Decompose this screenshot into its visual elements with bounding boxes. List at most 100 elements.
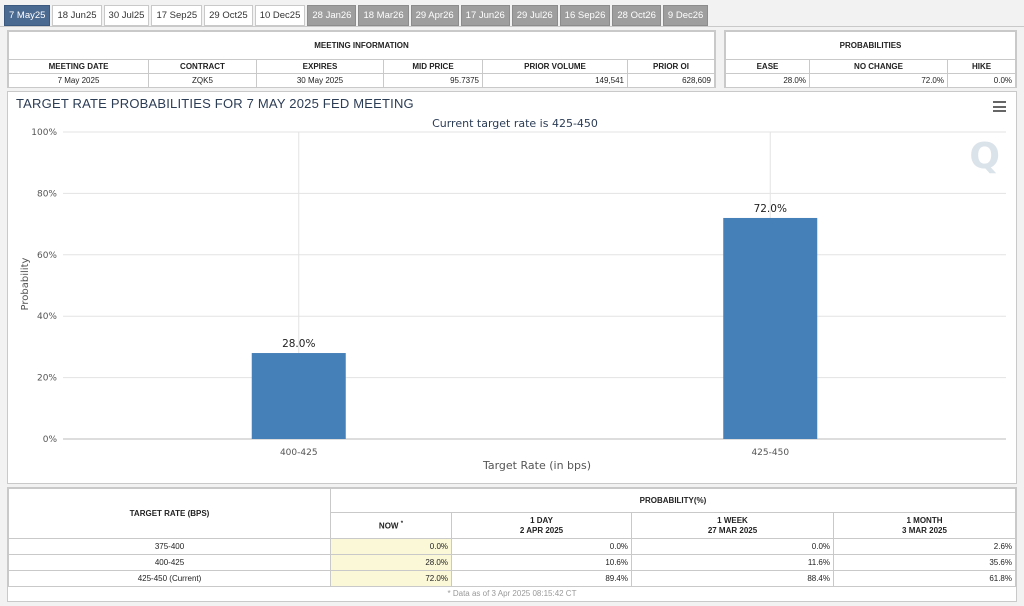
y-tick-label: 0% [43,435,58,445]
probabilities-panel: PROBABILITIES EASE NO CHANGE HIKE 28.0% … [724,30,1017,88]
expires-value: 30 May 2025 [256,73,384,88]
day-cell: 10.6% [451,554,632,571]
mid-price-value: 95.7375 [383,73,483,88]
week-cell: 88.4% [631,570,834,587]
tab-18-mar26[interactable]: 18 Mar26 [358,5,409,26]
table-row: 7 May 2025 ZQK5 30 May 2025 95.7375 149,… [8,73,715,88]
data-label: 28.0% [282,338,315,350]
tab-10-dec25[interactable]: 10 Dec25 [254,5,306,26]
rate-cell: 425-450 (Current) [8,570,331,587]
col-1-day-date: 2 APR 2025 [519,525,564,535]
tab-7-may25[interactable]: 7 May25 [4,5,51,26]
bar-425-450[interactable] [723,217,818,439]
col-1-week-label: 1 WEEK [717,515,748,525]
col-now: NOW * [330,512,452,539]
probability-history-table: TARGET RATE (BPS) PROBABILITY(%) NOW * 1… [8,488,1016,587]
bar-chart: Current target rate is 425-450 0% 20% 40% 6… [20,117,1006,472]
tabs-divider [0,26,1024,27]
day-cell: 0.0% [451,538,632,555]
tab-17-sep25[interactable]: 17 Sep25 [151,5,203,26]
table-row: 28.0% 72.0% 0.0% [725,73,1016,88]
probabilities-title: PROBABILITIES [725,31,1016,60]
meeting-date-value: 7 May 2025 [8,73,149,88]
tab-9-dec26[interactable]: 9 Dec26 [662,5,709,26]
month-cell: 35.6% [833,554,1016,571]
x-tick-label: 425-450 [751,448,789,458]
quikstrike-logo-icon: Q [969,136,1000,177]
chart-labels: 0% 20% 40% 60% 80% 100% 28.0% 400-425 72.0% 425-4… [31,128,789,458]
meeting-information-panel: MEETING INFORMATION MEETING DATE CONTRAC… [7,30,716,88]
data-timestamp-note: * Data as of 3 Apr 2025 08:15:42 CT [447,589,577,598]
ease-value: 28.0% [725,73,810,88]
data-label: 72.0% [754,203,787,215]
day-cell: 89.4% [451,570,632,587]
y-axis-label: Probability [20,257,31,310]
rate-cell: 375-400 [8,538,331,555]
tab-29-jul26[interactable]: 29 Jul26 [511,5,558,26]
col-prior-oi: PRIOR OI [627,59,715,74]
col-1-month-label: 1 MONTH [906,515,943,525]
col-1-day-label: 1 DAY [530,515,553,525]
tab-28-jan26[interactable]: 28 Jan26 [307,5,357,26]
probabilities-table: PROBABILITIES EASE NO CHANGE HIKE 28.0% … [725,31,1016,88]
col-ease: EASE [725,59,810,74]
col-now-mark: * [400,520,404,527]
month-cell: 2.6% [833,538,1016,555]
table-row: 425-450 (Current) 72.0% 89.4% 88.4% 61.8… [8,570,1016,587]
col-hike: HIKE [947,59,1016,74]
chart-bars [251,217,818,439]
x-axis-label: Target Rate (in bps) [482,459,591,472]
col-mid-price: MID PRICE [383,59,483,74]
y-tick-label: 60% [37,251,57,261]
now-cell: 28.0% [330,554,452,571]
col-1-week-date: 27 MAR 2025 [707,525,758,535]
tab-18-jun25[interactable]: 18 Jun25 [52,5,102,26]
y-tick-label: 40% [37,312,57,322]
col-meeting-date: MEETING DATE [8,59,149,74]
col-1-month-date: 3 MAR 2025 [902,525,947,535]
chart-title: TARGET RATE PROBABILITIES FOR 7 MAY 2025… [16,96,414,111]
chart-panel: TARGET RATE PROBABILITIES FOR 7 MAY 2025… [7,91,1017,484]
meeting-tabs: 7 May25 18 Jun25 30 Jul25 17 Sep25 29 Oc… [4,5,709,26]
col-prior-volume: PRIOR VOLUME [482,59,628,74]
probability-history-panel: TARGET RATE (BPS) PROBABILITY(%) NOW * 1… [7,487,1017,602]
rate-cell: 400-425 [8,554,331,571]
week-cell: 11.6% [631,554,834,571]
col-1-day: 1 DAY 2 APR 2025 [451,512,632,539]
bar-400-425[interactable] [251,353,346,439]
no-change-value: 72.0% [809,73,948,88]
now-cell: 72.0% [330,570,452,587]
table-row: 400-425 28.0% 10.6% 11.6% 35.6% [8,554,1016,571]
chart-subtitle: Current target rate is 425-450 [432,117,598,130]
y-tick-label: 20% [37,374,57,384]
now-cell: 0.0% [330,538,452,555]
col-contract: CONTRACT [148,59,257,74]
y-tick-label: 100% [31,128,57,138]
col-1-month: 1 MONTH 3 MAR 2025 [833,512,1016,539]
tab-17-jun26[interactable]: 17 Jun26 [460,5,510,26]
meeting-information-title: MEETING INFORMATION [8,31,715,60]
hamburger-menu-icon[interactable] [993,101,1006,112]
prior-volume-value: 149,541 [482,73,628,88]
tab-30-jul25[interactable]: 30 Jul25 [103,5,150,26]
tab-16-sep26[interactable]: 16 Sep26 [559,5,611,26]
table-row: 375-400 0.0% 0.0% 0.0% 2.6% [8,538,1016,555]
col-now-label: NOW [378,521,399,531]
x-tick-label: 400-425 [280,448,318,458]
tab-29-apr26[interactable]: 29 Apr26 [410,5,459,26]
col-expires: EXPIRES [256,59,384,74]
contract-value: ZQK5 [148,73,257,88]
tab-28-oct26[interactable]: 28 Oct26 [612,5,661,26]
col-target-rate: TARGET RATE (BPS) [8,488,331,539]
hike-value: 0.0% [947,73,1016,88]
col-no-change: NO CHANGE [809,59,948,74]
chart-grid [63,131,1006,440]
week-cell: 0.0% [631,538,834,555]
y-tick-label: 80% [37,189,57,199]
prior-oi-value: 628,609 [627,73,715,88]
month-cell: 61.8% [833,570,1016,587]
meeting-information-table: MEETING INFORMATION MEETING DATE CONTRAC… [8,31,715,88]
probability-header: PROBABILITY(%) [330,488,1016,513]
tab-29-oct25[interactable]: 29 Oct25 [204,5,253,26]
